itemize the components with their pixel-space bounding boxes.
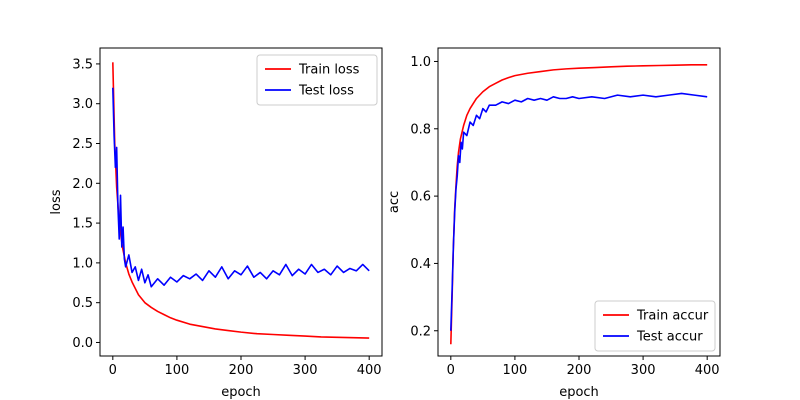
- accuracy-chart: 0 100 200 300 400 0.2 0.4 0.6 0.8 1.0 epoch acc Trai…: [387, 47, 721, 400]
- loss-y-tick-label: 0.0: [72, 336, 93, 351]
- loss-x-tick-label: 400: [357, 363, 382, 378]
- loss-x-tick-label: 200: [229, 363, 254, 378]
- acc-x-tick-label: 300: [631, 363, 656, 378]
- loss-y-tick-label: 3.0: [72, 97, 93, 112]
- acc-y-tick-label: 0.4: [410, 257, 431, 272]
- acc-y-tick-label: 0.8: [410, 122, 431, 137]
- loss-y-tick-label: 1.0: [72, 256, 93, 271]
- acc-x-axis-label: epoch: [559, 385, 599, 400]
- acc-legend-box: [594, 300, 716, 352]
- acc-y-tick-label: 0.2: [410, 324, 431, 339]
- acc-legend-label-1: Test accur: [636, 330, 703, 345]
- loss-y-tick-label: 3.5: [72, 57, 93, 72]
- loss-series-line-1: [112, 87, 370, 288]
- acc-x-tick-label: 400: [695, 363, 720, 378]
- acc-x-tick-label: 0: [447, 363, 455, 378]
- acc-y-tick-label: 0.6: [410, 190, 431, 205]
- acc-x-tick-label: 100: [502, 363, 527, 378]
- loss-legend-label-0: Train loss: [298, 63, 360, 78]
- loss-y-tick-label: 0.5: [72, 296, 93, 311]
- loss-legend-box: [256, 54, 378, 106]
- loss-x-tick-label: 300: [293, 363, 318, 378]
- acc-x-tick-label: 200: [567, 363, 592, 378]
- loss-y-axis-label: loss: [49, 189, 64, 214]
- loss-x-tick-label: 100: [164, 363, 189, 378]
- loss-x-tick-label: 0: [109, 363, 117, 378]
- acc-y-axis-label: acc: [387, 191, 402, 213]
- acc-series-line-1: [450, 92, 708, 331]
- loss-y-tick-label: 1.5: [72, 217, 93, 232]
- acc-y-tick-label: 1.0: [410, 55, 431, 70]
- loss-y-tick-label: 2.0: [72, 177, 93, 192]
- acc-legend-label-0: Train accur: [636, 309, 709, 324]
- loss-legend-label-1: Test loss: [298, 84, 354, 99]
- loss-y-tick-label: 2.5: [72, 137, 93, 152]
- loss-chart: 0 100 200 300 400 0.0 0.5 1.0 1.5 2.0 2.5 3.0 3.5 epo…: [49, 47, 383, 400]
- loss-x-axis-label: epoch: [221, 385, 261, 400]
